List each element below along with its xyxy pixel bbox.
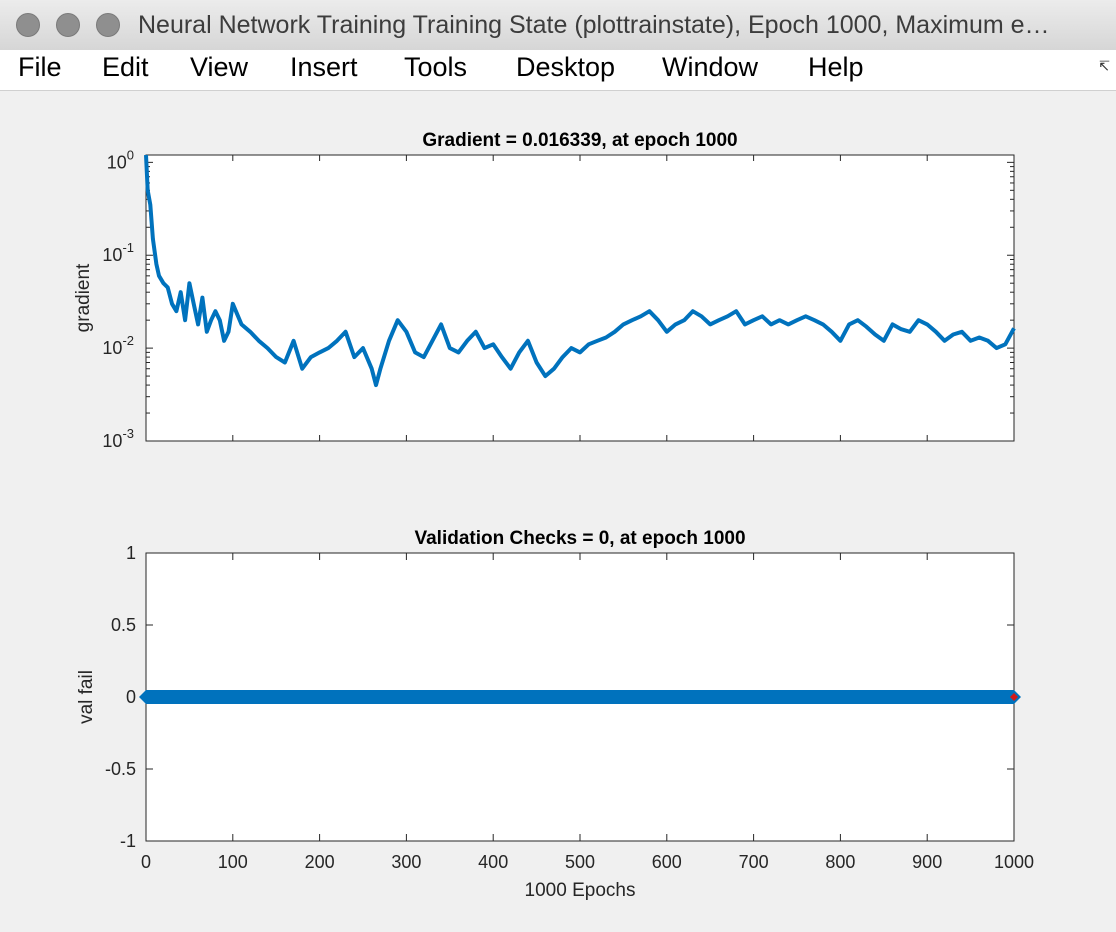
- menu-file[interactable]: File: [18, 52, 62, 82]
- validation-y-axis-label: val fail: [76, 670, 97, 724]
- menu-tools[interactable]: Tools: [404, 52, 468, 82]
- gradient-series-line: [144, 154, 1016, 388]
- menu-view[interactable]: View: [190, 52, 249, 82]
- validation-x-tick-label: 800: [825, 852, 855, 872]
- gradient-y-tick-label: 100: [107, 147, 134, 172]
- menu-bar: File Edit View Insert Tools Desktop Wind…: [0, 50, 1116, 91]
- validation-chart-title: Validation Checks = 0, at epoch 1000: [414, 528, 745, 549]
- gradient-y-tick-label: 10-1: [102, 240, 134, 265]
- validation-best-point-marker: [1010, 693, 1018, 701]
- validation-x-tick-label: 600: [652, 852, 682, 872]
- validation-x-tick-label: 0: [141, 852, 151, 872]
- zoom-button[interactable]: [96, 13, 120, 37]
- validation-x-axis-label: 1000 Epochs: [525, 880, 636, 901]
- validation-x-tick-label: 200: [305, 852, 335, 872]
- validation-y-tick-label: 1: [126, 543, 136, 563]
- validation-x-tick-label: 700: [739, 852, 769, 872]
- gradient-plot-area: [145, 154, 1015, 442]
- minimize-button[interactable]: [56, 13, 80, 37]
- gradient-y-tick-label: 10-3: [102, 426, 134, 451]
- validation-x-tick-label: 400: [478, 852, 508, 872]
- menu-window[interactable]: Window: [662, 52, 759, 82]
- validation-y-tick-label: 0: [126, 687, 136, 707]
- validation-start-marker: [139, 690, 153, 704]
- dock-arrow-icon[interactable]: ↸: [1098, 58, 1110, 74]
- validation-y-tick-label: -1: [120, 831, 136, 851]
- validation-x-tick-label: 1000: [994, 852, 1034, 872]
- validation-y-tick-label: 0.5: [111, 615, 136, 635]
- window-title: Neural Network Training Training State (…: [138, 11, 1050, 39]
- close-button[interactable]: [16, 13, 40, 37]
- menu-insert[interactable]: Insert: [290, 52, 358, 82]
- gradient-y-axis-label: gradient: [73, 263, 94, 332]
- window-titlebar: Neural Network Training Training State (…: [0, 0, 1116, 51]
- gradient-y-tick-label: 10-2: [102, 333, 134, 358]
- validation-x-tick-label: 300: [391, 852, 421, 872]
- menu-desktop[interactable]: Desktop: [516, 52, 616, 82]
- validation-x-tick-label: 100: [218, 852, 248, 872]
- menu-edit[interactable]: Edit: [102, 52, 149, 82]
- validation-x-tick-label: 900: [912, 852, 942, 872]
- gradient-chart-title: Gradient = 0.016339, at epoch 1000: [422, 130, 737, 151]
- validation-x-tick-label: 500: [565, 852, 595, 872]
- menu-help[interactable]: Help: [808, 52, 864, 82]
- validation-y-tick-label: -0.5: [105, 759, 136, 779]
